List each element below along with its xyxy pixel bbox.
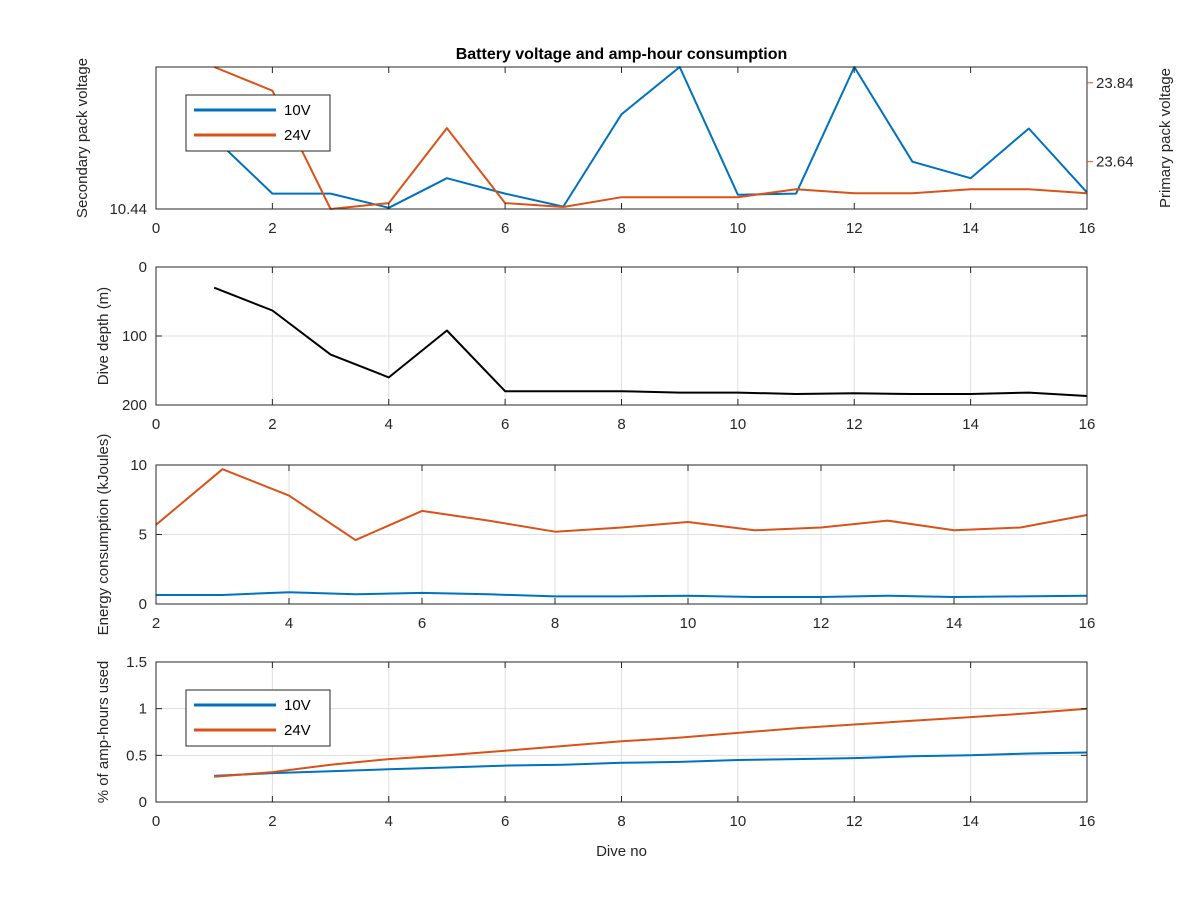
x-tick-label-1: 16 xyxy=(1079,220,1096,237)
x-tick-label-2: 8 xyxy=(617,416,625,433)
x-tick-label-1: 4 xyxy=(385,220,393,237)
series-line-3-10v xyxy=(156,591,1088,598)
x-tick-label-2: 12 xyxy=(846,416,863,433)
legend-label-24v: 24V xyxy=(284,127,311,144)
x-tick-label-2: 6 xyxy=(501,416,509,433)
x-tick-label-2: 4 xyxy=(385,416,393,433)
series-line-1-24v xyxy=(213,66,1088,210)
y-axis-label-left-1: Secondary pack voltage xyxy=(74,58,91,218)
y-tick-label-4: 0.5 xyxy=(126,747,147,764)
legend-label-10v: 10V xyxy=(284,102,311,119)
series-line-3-24v xyxy=(155,468,1088,542)
y-tick-label-3: 5 xyxy=(139,527,147,544)
x-tick-label-2: 14 xyxy=(962,416,979,433)
x-tick-label-3: 16 xyxy=(1079,615,1096,632)
x-tick-label-1: 10 xyxy=(730,220,747,237)
legend-box-1 xyxy=(185,94,331,152)
x-tick-label-3: 6 xyxy=(418,615,426,632)
x-tick-label-1: 0 xyxy=(152,220,160,237)
legend-box-4 xyxy=(185,689,331,747)
x-tick-label-3: 8 xyxy=(551,615,559,632)
x-tick-label-4: 2 xyxy=(268,813,276,830)
x-tick-label-2: 16 xyxy=(1079,416,1096,433)
legend-label-10v: 10V xyxy=(284,697,311,714)
y-tick-label-3: 10 xyxy=(130,457,147,474)
y-axis-label-right-1: Primary pack voltage xyxy=(1157,68,1174,208)
x-tick-label-4: 6 xyxy=(501,813,509,830)
x-tick-label-4: 14 xyxy=(962,813,979,830)
y-axis-label-3: Energy consumption (kJoules) xyxy=(95,434,112,636)
x-tick-label-4: 10 xyxy=(730,813,747,830)
x-tick-label-2: 10 xyxy=(730,416,747,433)
x-tick-label-3: 14 xyxy=(946,615,963,632)
x-tick-label-1: 12 xyxy=(846,220,863,237)
y-tick-label-2: 0 xyxy=(139,259,147,276)
y-axis-label-4: % of amp-hours used xyxy=(95,661,112,804)
y-right-tick-label-1: 23.84 xyxy=(1096,75,1134,92)
y-tick-label-4: 1 xyxy=(139,701,147,718)
x-tick-label-1: 6 xyxy=(501,220,509,237)
x-tick-label-4: 12 xyxy=(846,813,863,830)
series-line-1-10v xyxy=(213,66,1088,209)
series-line-4-24v xyxy=(214,707,1088,778)
x-tick-label-3: 10 xyxy=(680,615,697,632)
x-tick-label-1: 14 xyxy=(962,220,979,237)
y-tick-label-2: 200 xyxy=(122,397,147,414)
y-tick-label-2: 100 xyxy=(122,328,147,345)
y-tick-label-4: 1.5 xyxy=(126,654,147,671)
y-tick-label-1: 10.44 xyxy=(109,201,147,218)
y-right-tick-label-1: 23.64 xyxy=(1096,154,1134,171)
x-tick-label-3: 12 xyxy=(813,615,830,632)
series-line-4-10v xyxy=(214,751,1088,777)
x-tick-label-2: 0 xyxy=(152,416,160,433)
x-tick-label-1: 2 xyxy=(268,220,276,237)
x-tick-label-4: 4 xyxy=(385,813,393,830)
x-tick-label-3: 4 xyxy=(285,615,293,632)
x-axis-label: Dive no xyxy=(596,843,647,860)
y-tick-label-4: 0 xyxy=(139,794,147,811)
x-tick-label-4: 16 xyxy=(1079,813,1096,830)
series-line-2-depth xyxy=(213,286,1088,397)
x-tick-label-4: 0 xyxy=(152,813,160,830)
x-tick-label-1: 8 xyxy=(617,220,625,237)
x-tick-label-4: 8 xyxy=(617,813,625,830)
y-axis-label-2: Dive depth (m) xyxy=(95,287,112,385)
legend-label-24v: 24V xyxy=(284,722,311,739)
y-tick-label-3: 0 xyxy=(139,596,147,613)
x-tick-label-2: 2 xyxy=(268,416,276,433)
x-tick-label-3: 2 xyxy=(152,615,160,632)
chart-title: Battery voltage and amp-hour consumption xyxy=(456,46,788,63)
